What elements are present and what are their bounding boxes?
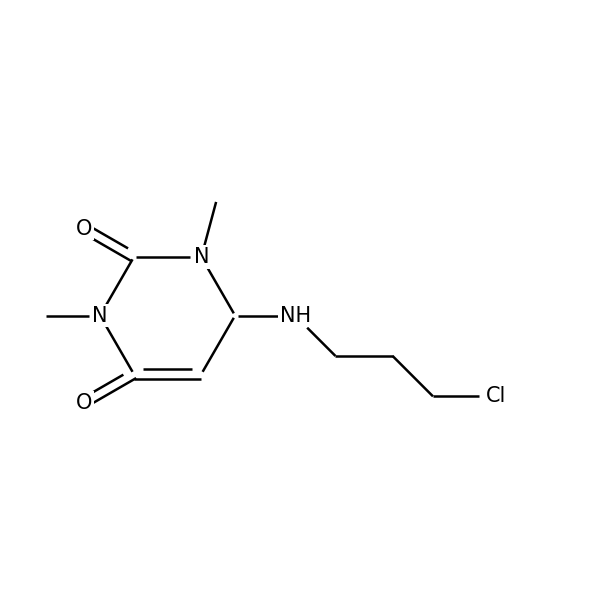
Text: O: O [76, 392, 92, 413]
Text: N: N [194, 247, 209, 267]
Text: N: N [92, 305, 108, 326]
Text: Cl: Cl [485, 386, 506, 406]
Text: NH: NH [280, 305, 311, 326]
Text: O: O [76, 218, 92, 239]
